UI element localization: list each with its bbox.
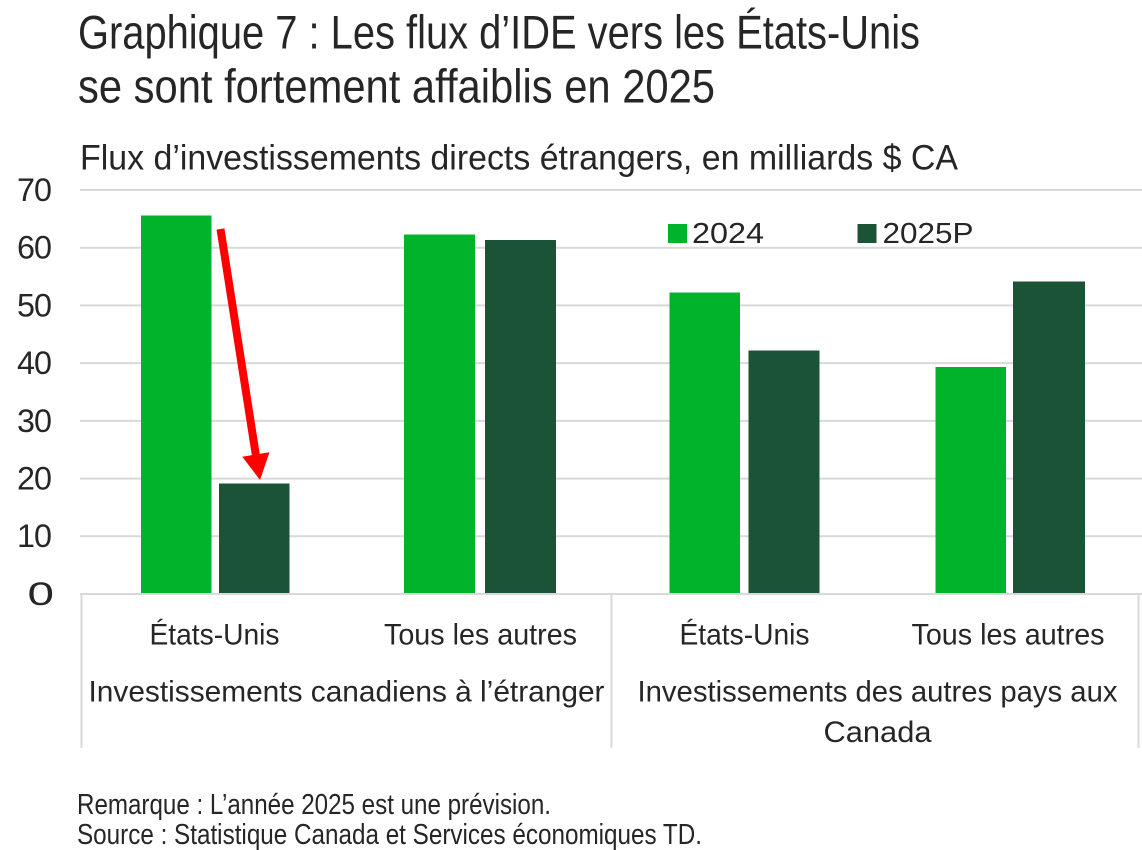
svg-text:Tous les autres: Tous les autres xyxy=(384,619,577,652)
svg-text:Flux d’investissements directs: Flux d’investissements directs étrangers… xyxy=(80,137,958,177)
svg-text:2025P: 2025P xyxy=(883,217,974,249)
svg-text:États-Unis: États-Unis xyxy=(150,619,280,652)
svg-text:Graphique 7 : Les flux d’IDE v: Graphique 7 : Les flux d’IDE vers les Ét… xyxy=(78,7,920,60)
svg-text:Tous les autres: Tous les autres xyxy=(912,619,1105,652)
svg-text:se sont fortement affaiblis en: se sont fortement affaiblis en 2025 xyxy=(78,61,715,114)
svg-text:Investissements des autres pay: Investissements des autres pays aux xyxy=(638,675,1118,708)
svg-text:0: 0 xyxy=(28,576,55,612)
svg-text:Source : Statistique Canada et: Source : Statistique Canada et Services … xyxy=(77,819,702,850)
svg-text:20: 20 xyxy=(17,461,52,497)
svg-text:60: 60 xyxy=(17,230,52,266)
svg-text:Canada: Canada xyxy=(824,716,933,749)
svg-text:10: 10 xyxy=(17,518,52,554)
svg-text:États-Unis: États-Unis xyxy=(680,619,810,652)
svg-text:70: 70 xyxy=(17,172,52,208)
svg-text:Remarque : L’année 2025 est un: Remarque : L’année 2025 est une prévisio… xyxy=(77,789,551,821)
svg-text:40: 40 xyxy=(17,345,52,381)
svg-text:50: 50 xyxy=(17,287,52,323)
svg-text:Investissements canadiens à l’: Investissements canadiens à l’étranger xyxy=(89,675,605,708)
svg-text:2024: 2024 xyxy=(692,217,764,249)
svg-text:30: 30 xyxy=(17,403,52,439)
